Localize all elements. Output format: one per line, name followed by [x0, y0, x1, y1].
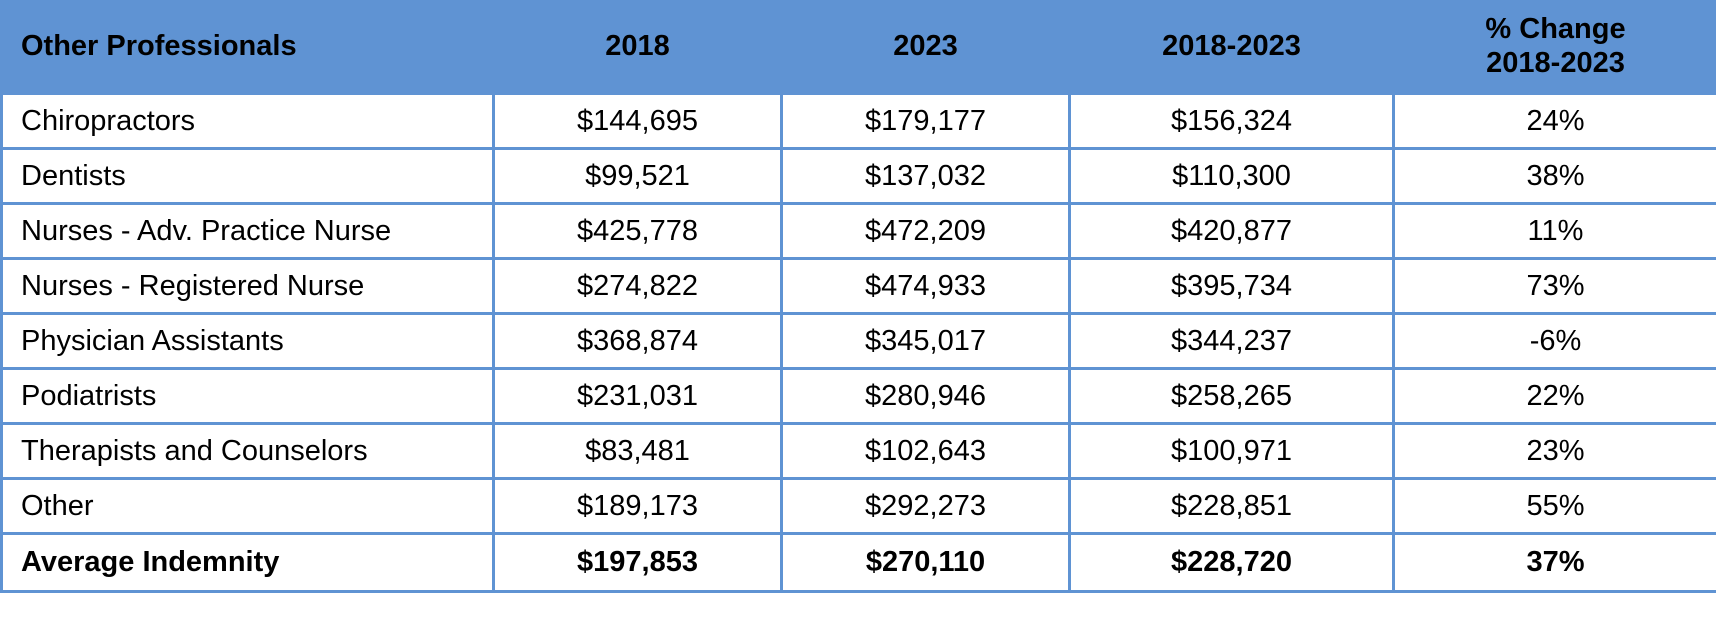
- total-2023: $270,110: [780, 532, 1071, 593]
- cell-2023: $345,017: [780, 312, 1071, 370]
- cell-pct-change: 38%: [1392, 147, 1716, 205]
- row-label: Podiatrists: [0, 367, 495, 425]
- table-row: Nurses - Registered Nurse $274,822 $474,…: [0, 257, 1716, 315]
- cell-2023: $179,177: [780, 92, 1071, 150]
- row-label: Therapists and Counselors: [0, 422, 495, 480]
- cell-2023: $474,933: [780, 257, 1071, 315]
- cell-2023: $472,209: [780, 202, 1071, 260]
- cell-2023: $102,643: [780, 422, 1071, 480]
- header-category: Other Professionals: [0, 0, 495, 95]
- cell-2018-2023: $228,851: [1068, 477, 1395, 535]
- table-row: Therapists and Counselors $83,481 $102,6…: [0, 422, 1716, 480]
- header-row: Other Professionals 2018 2023 2018-2023 …: [0, 0, 1716, 95]
- cell-2018-2023: $395,734: [1068, 257, 1395, 315]
- table-row: Chiropractors $144,695 $179,177 $156,324…: [0, 92, 1716, 150]
- cell-2018: $274,822: [492, 257, 783, 315]
- cell-pct-change: 24%: [1392, 92, 1716, 150]
- header-2018-2023: 2018-2023: [1068, 0, 1395, 95]
- cell-2018: $144,695: [492, 92, 783, 150]
- table-row: Dentists $99,521 $137,032 $110,300 38%: [0, 147, 1716, 205]
- cell-2018-2023: $110,300: [1068, 147, 1395, 205]
- table-row: Physician Assistants $368,874 $345,017 $…: [0, 312, 1716, 370]
- indemnity-table: Other Professionals 2018 2023 2018-2023 …: [0, 0, 1716, 593]
- row-label: Chiropractors: [0, 92, 495, 150]
- cell-2018-2023: $156,324: [1068, 92, 1395, 150]
- table-row: Podiatrists $231,031 $280,946 $258,265 2…: [0, 367, 1716, 425]
- cell-pct-change: 23%: [1392, 422, 1716, 480]
- cell-2018: $189,173: [492, 477, 783, 535]
- cell-pct-change: 55%: [1392, 477, 1716, 535]
- row-label: Nurses - Registered Nurse: [0, 257, 495, 315]
- cell-2018: $99,521: [492, 147, 783, 205]
- cell-pct-change: 73%: [1392, 257, 1716, 315]
- total-2018-2023: $228,720: [1068, 532, 1395, 593]
- total-label: Average Indemnity: [0, 532, 495, 593]
- row-label: Dentists: [0, 147, 495, 205]
- header-pct-change-line1: % Change: [1485, 13, 1626, 45]
- cell-2018: $368,874: [492, 312, 783, 370]
- table-row: Other $189,173 $292,273 $228,851 55%: [0, 477, 1716, 535]
- total-pct-change: 37%: [1392, 532, 1716, 593]
- cell-2023: $137,032: [780, 147, 1071, 205]
- table-row: Nurses - Adv. Practice Nurse $425,778 $4…: [0, 202, 1716, 260]
- cell-2018-2023: $258,265: [1068, 367, 1395, 425]
- cell-2023: $292,273: [780, 477, 1071, 535]
- row-label: Physician Assistants: [0, 312, 495, 370]
- cell-2023: $280,946: [780, 367, 1071, 425]
- total-row: Average Indemnity $197,853 $270,110 $228…: [0, 532, 1716, 593]
- row-label: Other: [0, 477, 495, 535]
- header-pct-change-line2: 2018-2023: [1486, 47, 1625, 79]
- total-2018: $197,853: [492, 532, 783, 593]
- header-2018: 2018: [492, 0, 783, 95]
- row-label: Nurses - Adv. Practice Nurse: [0, 202, 495, 260]
- cell-pct-change: 11%: [1392, 202, 1716, 260]
- cell-2018: $231,031: [492, 367, 783, 425]
- cell-2018-2023: $420,877: [1068, 202, 1395, 260]
- header-pct-change: % Change 2018-2023: [1392, 0, 1716, 95]
- cell-2018: $83,481: [492, 422, 783, 480]
- cell-2018: $425,778: [492, 202, 783, 260]
- cell-2018-2023: $344,237: [1068, 312, 1395, 370]
- cell-2018-2023: $100,971: [1068, 422, 1395, 480]
- cell-pct-change: 22%: [1392, 367, 1716, 425]
- header-2023: 2023: [780, 0, 1071, 95]
- cell-pct-change: -6%: [1392, 312, 1716, 370]
